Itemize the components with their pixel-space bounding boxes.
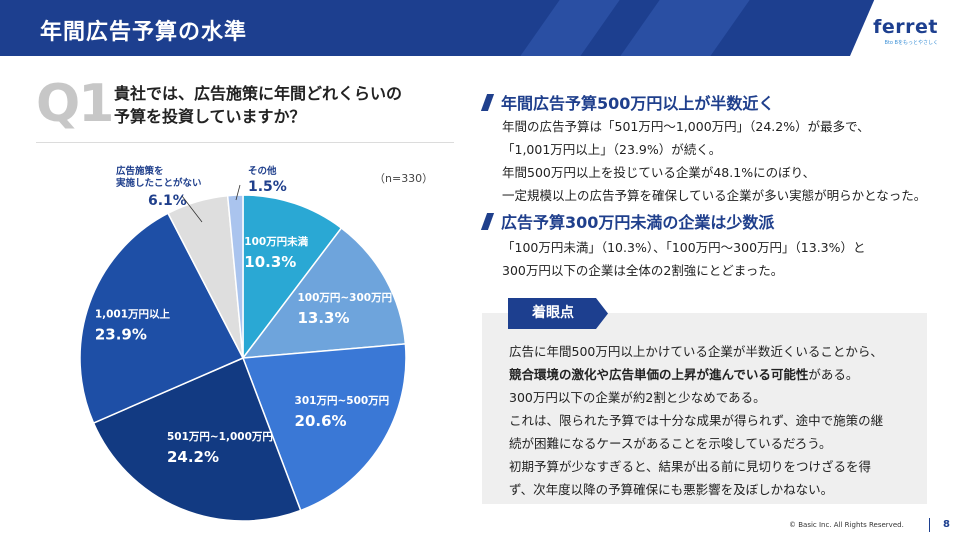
text-line: 300万円以下の企業が約2割と少なめである。 xyxy=(509,390,766,405)
finding-heading-1: 年間広告予算500万円以上が半数近く xyxy=(480,90,775,114)
pie-slice xyxy=(226,194,244,359)
slice-label: 1,001万円以上 xyxy=(95,307,171,320)
outside-label-never: 実施したことがない xyxy=(116,177,202,189)
header-bar: 年間広告予算の水準 ferret Bto Bをもっとやさしく xyxy=(0,0,960,56)
heading-accent xyxy=(480,94,495,111)
text-line: 「1,001万円以上」（23.9%）が続く。 xyxy=(502,142,722,157)
text-line: 広告に年間500万円以上かけている企業が半数近くいることから、 xyxy=(509,344,883,359)
finding-heading-text: 年間広告予算500万円以上が半数近く xyxy=(501,94,775,113)
pie-slice xyxy=(241,343,407,512)
focus-box xyxy=(482,313,927,504)
text-line: 300万円以下の企業は全体の2割強にとどまった。 xyxy=(502,263,784,278)
text-line: ず、次年度以降の予算確保にも悪影響を及ぼしかねない。 xyxy=(509,482,834,497)
emphasis-text: 競合環境の激化や広告単価の上昇が進んでいる可能性 xyxy=(509,367,809,382)
slice-label: 100万円~300万円 xyxy=(297,292,392,304)
logo-tagline: Bto Bをもっとやさしく xyxy=(884,40,938,46)
text-line: 競合環境の激化や広告単価の上昇が進んでいる可能性がある。 xyxy=(509,363,914,386)
page-title: 年間広告予算の水準 xyxy=(40,20,248,45)
question-badge: Q1 xyxy=(36,74,114,134)
copyright: © Basic Inc. All Rights Reserved. xyxy=(789,521,904,529)
finding-heading-text: 広告予算300万円未満の企業は少数派 xyxy=(501,213,775,232)
pie-chart: 100万円未満 10.3% 100万円~300万円 13.3% 301万円~500万円 2… xyxy=(79,165,407,522)
text-fragment: がある。 xyxy=(808,367,859,382)
text-line: 「100万円未満」（10.3%）、「100万円～300万円」（13.3%）と xyxy=(502,240,866,255)
question-text: 貴社では、広告施策に年間どれくらいの 予算を投資していますか？ xyxy=(114,82,402,128)
question-line: 予算を投資していますか？ xyxy=(114,107,306,126)
text-line: 続が困難になるケースがあることを示唆しているだろう。 xyxy=(509,436,832,451)
pie-slice xyxy=(241,226,407,359)
leader-line xyxy=(181,195,203,223)
header-decoration xyxy=(620,0,750,56)
page-number: 8 xyxy=(943,519,950,530)
pie-slice xyxy=(242,194,343,361)
focus-text: 広告に年間500万円以上かけている企業が半数近くいることから、 競合環境の激化や… xyxy=(509,340,914,501)
slice-value-label: 10.3% xyxy=(244,253,296,271)
slice-label: 100万円未満 xyxy=(244,235,308,248)
slice-label: 301万円~500万円 xyxy=(295,395,390,407)
outside-label-other: その他 xyxy=(248,165,277,177)
question-line: 貴社では、広告施策に年間どれくらいの xyxy=(114,84,403,103)
text-line: 一定規模以上の広告予算を確保している企業が多い実態が明らかとなった。 xyxy=(502,188,927,203)
pie-slice xyxy=(79,212,245,425)
text-line: 年間500万円以上を投じている企業が48.1%にのぼり、 xyxy=(502,165,816,180)
slice-label: 501万円~1,000万円 xyxy=(167,431,273,443)
sample-size-note: （n=330） xyxy=(374,172,434,185)
slice-value-label: 20.6% xyxy=(295,412,347,430)
outside-value-never: 6.1% xyxy=(148,193,187,209)
footer-divider xyxy=(929,518,930,532)
pie-slice xyxy=(92,356,302,522)
text-line: 年間の広告予算は「501万円～1,000万円」（24.2%）が最多で、 xyxy=(502,119,870,134)
divider xyxy=(36,142,454,143)
slice-value-label: 13.3% xyxy=(297,309,349,327)
outside-label-never: 広告施策を xyxy=(116,165,164,177)
focus-tag: 着眼点 xyxy=(508,298,608,329)
finding-body-1: 年間の広告予算は「501万円～1,000万円」（24.2%）が最多で、 「1,0… xyxy=(502,115,926,207)
outside-value-other: 1.5% xyxy=(248,179,287,195)
leader-line xyxy=(235,184,241,201)
slice-value-label: 24.2% xyxy=(167,448,219,466)
slice-value-label: 23.9% xyxy=(95,325,147,343)
header-decoration xyxy=(520,0,620,56)
finding-body-2: 「100万円未満」（10.3%）、「100万円～300万円」（13.3%）と 3… xyxy=(502,236,866,282)
text-line: これは、限られた予算では十分な成果が得られず、途中で施策の継 xyxy=(509,413,884,428)
ferret-logo: ferret xyxy=(873,16,938,38)
heading-accent xyxy=(480,213,495,230)
finding-heading-2: 広告予算300万円未満の企業は少数派 xyxy=(480,209,775,233)
text-line: 初期予算が少なすぎると、結果が出る前に見切りをつけざるを得 xyxy=(509,459,872,474)
